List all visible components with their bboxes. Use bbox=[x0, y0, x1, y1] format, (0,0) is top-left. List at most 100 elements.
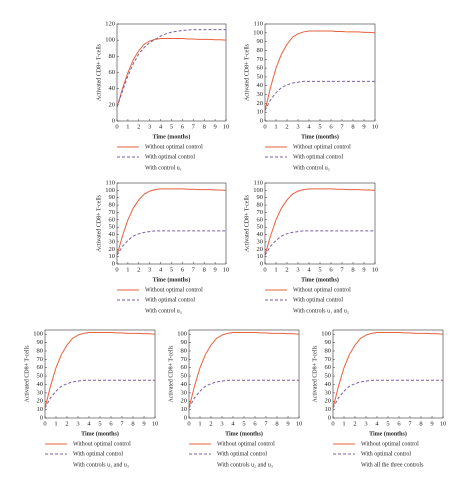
panel-caption: With controls u₁ and u₃ bbox=[73, 462, 129, 468]
legend-label: Without optimal control bbox=[293, 287, 351, 293]
y-tick-label: 90 bbox=[37, 339, 44, 346]
series-line bbox=[116, 230, 226, 256]
y-tick-label: 120 bbox=[105, 20, 115, 27]
x-tick-label: 1 bbox=[126, 266, 129, 273]
x-tick-label: 6 bbox=[329, 266, 333, 273]
x-tick-label: 7 bbox=[340, 266, 344, 273]
x-axis-title: Time (months) bbox=[81, 430, 119, 437]
legend-label: With optimal control bbox=[361, 451, 411, 457]
x-tick-label: 5 bbox=[98, 420, 101, 427]
x-tick-label: 3 bbox=[76, 420, 79, 427]
x-tick-label: 0 bbox=[263, 123, 266, 130]
x-tick-label: 9 bbox=[286, 420, 289, 427]
legend-label: With optimal control bbox=[145, 154, 195, 160]
x-tick-label: 5 bbox=[170, 266, 173, 273]
x-tick-label: 8 bbox=[203, 123, 206, 130]
x-tick-label: 10 bbox=[296, 420, 303, 427]
y-tick-label: 110 bbox=[253, 179, 263, 186]
x-tick-label: 2 bbox=[285, 266, 288, 273]
x-tick-label: 7 bbox=[264, 420, 268, 427]
y-tick-label: 20 bbox=[37, 398, 44, 405]
x-tick-label: 3 bbox=[364, 420, 367, 427]
y-tick-label: 80 bbox=[257, 202, 264, 209]
panel-caption: With controls u₁ and u₂ bbox=[293, 308, 349, 314]
x-axis-title: Time (months) bbox=[225, 430, 263, 437]
x-tick-label: 9 bbox=[213, 123, 216, 130]
x-tick-label: 3 bbox=[296, 266, 299, 273]
x-tick-label: 8 bbox=[351, 266, 354, 273]
x-tick-label: 10 bbox=[440, 420, 447, 427]
x-tick-label: 8 bbox=[419, 420, 422, 427]
x-tick-label: 4 bbox=[307, 123, 311, 130]
x-tick-label: 7 bbox=[340, 123, 344, 130]
y-tick-label: 70 bbox=[257, 209, 264, 216]
y-tick-label: 80 bbox=[325, 347, 332, 354]
x-tick-label: 6 bbox=[397, 420, 401, 427]
y-axis-title: Activated CD8+ T-cells bbox=[312, 345, 318, 403]
y-tick-label: 90 bbox=[325, 339, 332, 346]
y-tick-label: 50 bbox=[37, 373, 44, 380]
y-tick-label: 90 bbox=[257, 38, 264, 45]
y-tick-label: 100 bbox=[253, 29, 263, 36]
y-tick-label: 50 bbox=[257, 73, 264, 80]
y-tick-label: 0 bbox=[328, 414, 331, 421]
x-tick-label: 0 bbox=[331, 420, 334, 427]
y-tick-label: 70 bbox=[257, 56, 264, 63]
y-tick-label: 0 bbox=[184, 414, 187, 421]
x-tick-label: 7 bbox=[120, 420, 124, 427]
x-tick-label: 9 bbox=[142, 420, 145, 427]
series-line bbox=[188, 379, 299, 409]
x-tick-label: 10 bbox=[223, 123, 230, 130]
y-tick-label: 60 bbox=[37, 364, 44, 371]
y-tick-label: 30 bbox=[257, 91, 264, 98]
y-axis-title: Activated CD8+ T-cells bbox=[24, 345, 30, 403]
y-tick-label: 10 bbox=[257, 109, 264, 116]
x-tick-label: 1 bbox=[274, 266, 277, 273]
x-tick-label: 1 bbox=[274, 123, 277, 130]
plot-frame bbox=[188, 329, 300, 419]
y-tick-label: 100 bbox=[177, 331, 187, 338]
series-line bbox=[116, 38, 227, 108]
y-tick-label: 40 bbox=[109, 85, 116, 92]
y-axis-title: Activated CD8+ T-cells bbox=[168, 345, 174, 403]
x-tick-label: 8 bbox=[351, 123, 354, 130]
x-axis-title: Time (months) bbox=[369, 430, 407, 437]
x-tick-label: 8 bbox=[203, 266, 206, 273]
x-tick-label: 7 bbox=[192, 123, 196, 130]
y-tick-label: 40 bbox=[109, 231, 116, 238]
x-tick-label: 2 bbox=[285, 123, 288, 130]
x-axis-title: Time (months) bbox=[153, 276, 191, 283]
y-tick-label: 30 bbox=[37, 389, 44, 396]
y-tick-label: 0 bbox=[112, 260, 115, 267]
panel-caption: With control u₃ bbox=[145, 308, 182, 314]
y-tick-label: 20 bbox=[109, 246, 116, 253]
y-tick-label: 40 bbox=[325, 381, 332, 388]
y-tick-label: 80 bbox=[37, 347, 44, 354]
x-tick-label: 2 bbox=[137, 123, 140, 130]
y-tick-label: 10 bbox=[37, 406, 44, 413]
series-line bbox=[116, 29, 226, 108]
y-axis-title: Activated CD8+ T-cells bbox=[244, 43, 250, 101]
x-tick-label: 3 bbox=[148, 123, 151, 130]
y-tick-label: 40 bbox=[257, 231, 264, 238]
x-tick-label: 6 bbox=[181, 266, 185, 273]
series-line bbox=[188, 332, 300, 409]
y-tick-label: 0 bbox=[40, 414, 43, 421]
x-tick-label: 5 bbox=[170, 123, 173, 130]
legend-label: Without optimal control bbox=[145, 144, 203, 150]
series-line bbox=[332, 332, 444, 409]
y-axis-title: Activated CD8+ T-cells bbox=[244, 194, 250, 252]
y-tick-label: 40 bbox=[257, 82, 264, 89]
plot-frame bbox=[44, 329, 156, 419]
y-tick-label: 10 bbox=[325, 406, 332, 413]
legend-label: With optimal control bbox=[293, 154, 343, 160]
x-tick-label: 0 bbox=[187, 420, 190, 427]
x-tick-label: 9 bbox=[213, 266, 216, 273]
y-tick-label: 20 bbox=[257, 100, 264, 107]
x-tick-label: 10 bbox=[372, 123, 379, 130]
series-line bbox=[44, 379, 155, 409]
x-tick-label: 5 bbox=[242, 420, 245, 427]
x-tick-label: 3 bbox=[296, 123, 299, 130]
x-tick-label: 4 bbox=[375, 420, 379, 427]
